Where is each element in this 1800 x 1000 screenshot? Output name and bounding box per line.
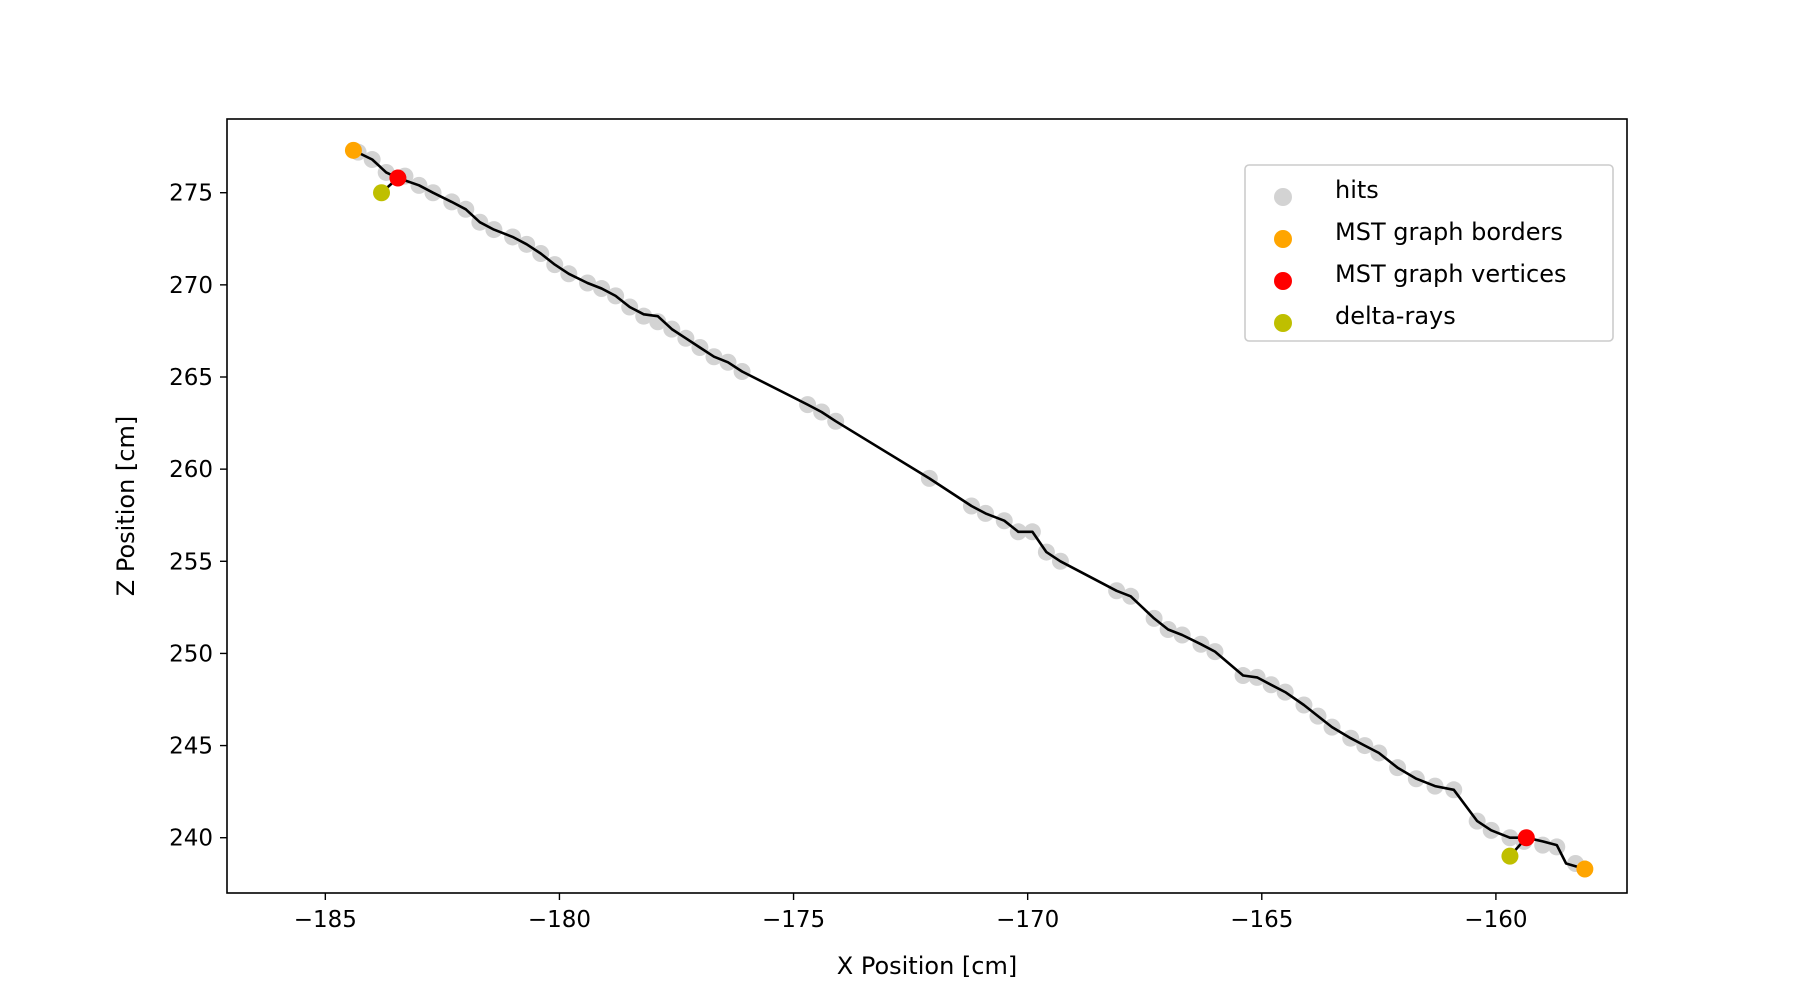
x-tick-label: −170 (996, 907, 1059, 933)
legend-label: delta-rays (1335, 302, 1456, 330)
legend-label: hits (1335, 176, 1379, 204)
y-tick-label: 265 (169, 365, 213, 391)
legend-marker (1274, 314, 1292, 332)
y-tick-label: 240 (169, 826, 213, 852)
delta-ray-point (1501, 847, 1519, 865)
legend-marker (1274, 188, 1292, 206)
legend-box (1244, 164, 1614, 342)
delta-ray-point (373, 184, 391, 202)
plot-frame (226, 118, 1628, 894)
mst-path-line (352, 149, 1586, 871)
mst-border-point (344, 141, 362, 159)
y-axis-label: Z Position [cm] (112, 416, 140, 596)
x-axis-label: X Position [cm] (837, 952, 1017, 980)
y-tick-label: 250 (169, 641, 213, 667)
x-tick-label: −160 (1464, 907, 1527, 933)
x-tick-label: −175 (762, 907, 825, 933)
x-tick-label: −185 (294, 907, 357, 933)
y-tick-label: 255 (169, 549, 213, 575)
y-tick-label: 260 (169, 457, 213, 483)
legend: hits MST graph borders MST graph vertices d… (1244, 164, 1614, 342)
mst-vertex-point (389, 169, 407, 187)
legend-marker (1274, 230, 1292, 248)
x-tick-label: −180 (528, 907, 591, 933)
mst-border-point (1576, 860, 1594, 878)
markers-layer (344, 141, 1594, 878)
y-axis-ticks: 240 245 250 255 260 265 270 275 (169, 181, 227, 852)
mst-vertex-point (1517, 829, 1535, 847)
x-axis-ticks: −185 −180 −175 −170 −165 −160 (294, 893, 1527, 933)
y-tick-label: 245 (169, 734, 213, 760)
legend-marker (1274, 272, 1292, 290)
y-tick-label: 275 (169, 181, 213, 207)
x-tick-label: −165 (1230, 907, 1293, 933)
legend-label: MST graph vertices (1335, 260, 1567, 288)
legend-label: MST graph borders (1335, 218, 1563, 246)
hit-point (649, 313, 667, 331)
y-tick-label: 270 (169, 273, 213, 299)
